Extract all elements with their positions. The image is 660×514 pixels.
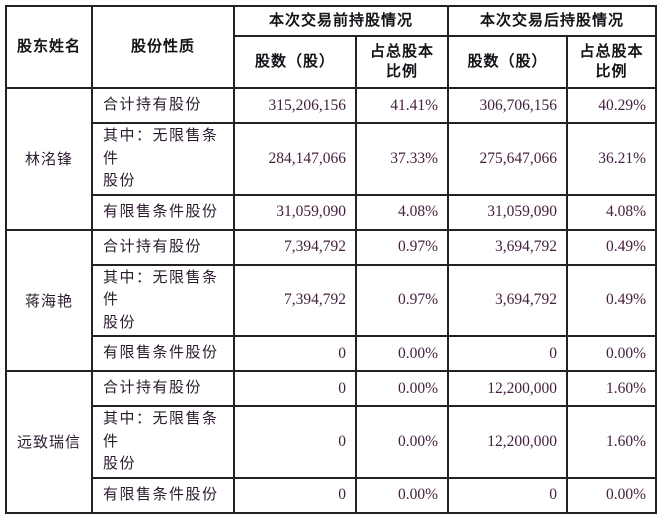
- before-shares-value: 0: [233, 370, 357, 407]
- table-row: 有限售条件股份 0 0.00% 0 0.00%: [6, 476, 658, 514]
- table-row: 蒋海艳 合计持有股份 7,394,792 0.97% 3,694,792 0.4…: [5, 228, 658, 372]
- header-shareholder-name: 股东姓名: [5, 5, 93, 89]
- before-shares-value: 0: [233, 476, 357, 514]
- shareholder-name: 林洺锋: [5, 87, 93, 231]
- share-nature-label: 其中：无限售条件 股份: [91, 263, 235, 337]
- table-row: 有限售条件股份 31,059,090 4.08% 31,059,090 4.08…: [6, 193, 658, 231]
- header-before-ratio: 占总股本 比例: [354, 35, 450, 89]
- after-ratio-value: 1.60%: [566, 370, 658, 407]
- after-ratio-value: 36.21%: [566, 122, 658, 196]
- after-ratio-value: 0.49%: [566, 263, 658, 337]
- shareholding-table: 股东姓名 股份性质 本次交易前持股情况 本次交易后持股情况 股数（股） 占总股本…: [5, 5, 658, 514]
- after-shares-value: 3,694,792: [447, 263, 569, 337]
- header-after-ratio: 占总股本 比例: [566, 35, 658, 89]
- table-row: 远致瑞信 合计持有股份 0 0.00% 12,200,000 1.60%: [5, 370, 658, 514]
- header-share-nature: 股份性质: [91, 5, 235, 89]
- before-shares-value: 0: [233, 405, 357, 479]
- before-shares-value: 7,394,792: [233, 228, 357, 266]
- shareholder-name: 远致瑞信: [5, 370, 93, 514]
- after-shares-value: 275,647,066: [447, 122, 569, 196]
- after-ratio-value: 0.00%: [566, 335, 658, 372]
- before-ratio-value: 0.00%: [354, 335, 450, 372]
- after-ratio-value: 0.49%: [566, 228, 658, 266]
- share-nature-label: 有限售条件股份: [91, 335, 235, 372]
- before-ratio-value: 0.00%: [354, 405, 450, 479]
- after-ratio-value: 4.08%: [566, 193, 658, 231]
- before-ratio-value: 0.00%: [354, 370, 450, 407]
- after-shares-value: 3,694,792: [447, 228, 569, 266]
- before-ratio-value: 41.41%: [354, 87, 450, 124]
- before-ratio-value: 0.97%: [354, 263, 450, 337]
- share-nature-label: 其中：无限售条件 股份: [91, 122, 235, 196]
- after-shares-value: 0: [447, 476, 569, 514]
- table-row: 其中：无限售条件 股份 0 0.00% 12,200,000 1.60%: [6, 405, 658, 479]
- before-ratio-value: 0.97%: [354, 228, 450, 266]
- header-after-shares: 股数（股）: [447, 35, 569, 89]
- after-shares-value: 12,200,000: [447, 405, 569, 479]
- before-ratio-value: 0.00%: [354, 476, 450, 514]
- after-shares-value: 306,706,156: [447, 87, 569, 124]
- share-nature-label: 有限售条件股份: [91, 476, 235, 514]
- table-row: 林洺锋 合计持有股份 315,206,156 41.41% 306,706,15…: [5, 87, 658, 231]
- after-shares-value: 12,200,000: [447, 370, 569, 407]
- table-row: 其中：无限售条件 股份 284,147,066 37.33% 275,647,0…: [6, 122, 658, 196]
- share-nature-label: 其中：无限售条件 股份: [91, 405, 235, 479]
- before-shares-value: 31,059,090: [233, 193, 357, 231]
- document-page: 股东姓名 股份性质 本次交易前持股情况 本次交易后持股情况 股数（股） 占总股本…: [5, 5, 658, 514]
- before-shares-value: 315,206,156: [233, 87, 357, 124]
- before-shares-value: 0: [233, 335, 357, 372]
- before-ratio-value: 4.08%: [354, 193, 450, 231]
- after-ratio-value: 0.00%: [566, 476, 658, 514]
- shareholder-name: 蒋海艳: [5, 228, 93, 372]
- header-after-transaction-group: 本次交易后持股情况: [447, 5, 658, 37]
- share-nature-label: 合计持有股份: [91, 228, 235, 266]
- after-ratio-value: 40.29%: [566, 87, 658, 124]
- after-ratio-value: 1.60%: [566, 405, 658, 479]
- after-shares-value: 0: [447, 335, 569, 372]
- table-row: 其中：无限售条件 股份 7,394,792 0.97% 3,694,792 0.…: [6, 263, 658, 337]
- before-ratio-value: 37.33%: [354, 122, 450, 196]
- header-before-shares: 股数（股）: [233, 35, 357, 89]
- share-nature-label: 有限售条件股份: [91, 193, 235, 231]
- share-nature-label: 合计持有股份: [91, 370, 235, 407]
- share-nature-label: 合计持有股份: [91, 87, 235, 124]
- after-shares-value: 31,059,090: [447, 193, 569, 231]
- before-shares-value: 7,394,792: [233, 263, 357, 337]
- table-row: 有限售条件股份 0 0.00% 0 0.00%: [6, 335, 658, 372]
- header-before-transaction-group: 本次交易前持股情况: [232, 5, 450, 37]
- before-shares-value: 284,147,066: [233, 122, 357, 196]
